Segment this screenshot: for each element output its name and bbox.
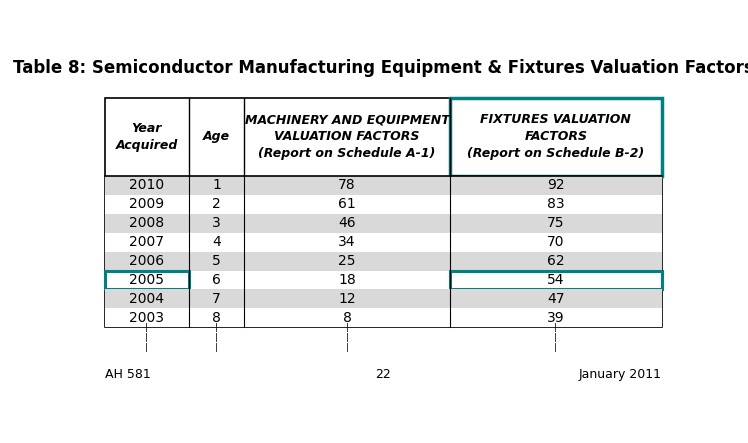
Text: 54: 54 [547, 273, 565, 287]
Text: 83: 83 [547, 197, 565, 211]
Text: |
|
|: | | | [554, 323, 557, 352]
Text: 62: 62 [547, 254, 565, 268]
Text: 2006: 2006 [129, 254, 165, 268]
Bar [105, 308, 661, 327]
Text: 75: 75 [547, 216, 565, 230]
Text: 78: 78 [338, 179, 356, 192]
Text: Table 8: Semiconductor Manufacturing Equipment & Fixtures Valuation Factors: Table 8: Semiconductor Manufacturing Equ… [13, 59, 748, 77]
Bar [450, 97, 661, 176]
Bar [105, 97, 661, 176]
Bar [105, 176, 661, 195]
Text: 34: 34 [338, 235, 356, 249]
Bar [105, 289, 661, 308]
Bar [105, 233, 661, 252]
Text: 2009: 2009 [129, 197, 165, 211]
Bar [105, 271, 661, 289]
Text: January 2011: January 2011 [579, 368, 661, 381]
Text: 4: 4 [212, 235, 221, 249]
Text: 2004: 2004 [129, 292, 165, 306]
Text: 18: 18 [338, 273, 356, 287]
Text: 61: 61 [338, 197, 356, 211]
Text: 2005: 2005 [129, 273, 165, 287]
Bar [105, 252, 661, 271]
Text: 5: 5 [212, 254, 221, 268]
Bar [105, 271, 188, 289]
Text: 6: 6 [212, 273, 221, 287]
Text: 2003: 2003 [129, 311, 165, 325]
Text: |
|
|: | | | [346, 323, 349, 352]
Text: 2007: 2007 [129, 235, 165, 249]
Text: 47: 47 [547, 292, 565, 306]
Text: 2010: 2010 [129, 179, 165, 192]
Text: |
|
|: | | | [215, 323, 218, 352]
Text: 46: 46 [338, 216, 356, 230]
Text: 3: 3 [212, 216, 221, 230]
Bar [450, 271, 661, 289]
Text: 70: 70 [547, 235, 565, 249]
Text: |
|
|: | | | [145, 323, 148, 352]
Text: 2: 2 [212, 197, 221, 211]
Bar [105, 97, 661, 327]
Text: 22: 22 [375, 368, 391, 381]
Text: 1: 1 [212, 179, 221, 192]
Text: AH 581: AH 581 [105, 368, 151, 381]
Text: 92: 92 [547, 179, 565, 192]
Text: 25: 25 [338, 254, 356, 268]
Text: 2008: 2008 [129, 216, 165, 230]
Text: 7: 7 [212, 292, 221, 306]
Text: MACHINERY AND EQUIPMENT
VALUATION FACTORS
(Report on Schedule A-1): MACHINERY AND EQUIPMENT VALUATION FACTOR… [245, 113, 450, 160]
Text: Year
Acquired: Year Acquired [116, 122, 178, 152]
Text: 39: 39 [547, 311, 565, 325]
Text: 8: 8 [212, 311, 221, 325]
Text: 8: 8 [343, 311, 352, 325]
Text: Age: Age [203, 130, 230, 143]
Bar [105, 214, 661, 233]
Text: FIXTURES VALUATION
FACTORS
(Report on Schedule B-2): FIXTURES VALUATION FACTORS (Report on Sc… [468, 113, 645, 160]
Text: 12: 12 [338, 292, 356, 306]
Bar [105, 195, 661, 214]
